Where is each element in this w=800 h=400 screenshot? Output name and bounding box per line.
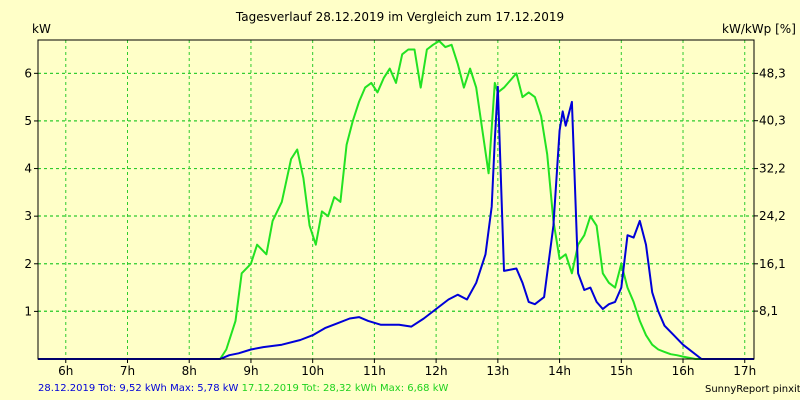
x-tick-label: 9h bbox=[243, 364, 258, 378]
y2-tick-label: 16,1 bbox=[759, 257, 786, 271]
x-tick-label: 7h bbox=[120, 364, 135, 378]
plot-frame bbox=[37, 39, 755, 360]
chart-title: Tagesverlauf 28.12.2019 im Vergleich zum… bbox=[235, 10, 565, 24]
x-tick-label: 15h bbox=[610, 364, 633, 378]
y-tick-label: 1 bbox=[24, 304, 32, 318]
series-line-green bbox=[38, 40, 754, 360]
x-axis: 6h 7h 8h 9h 10h 11h 12h 13h 14h 15h 16h 17h bbox=[58, 359, 756, 378]
y-axis-unit-right: kW/kWp [%] bbox=[722, 22, 796, 36]
x-tick-label: 10h bbox=[301, 364, 324, 378]
y-axis-right: 8,1 16,1 24,2 32,2 40,3 48,3 bbox=[754, 66, 786, 318]
x-tick-label: 13h bbox=[486, 364, 509, 378]
y-tick-label: 2 bbox=[24, 257, 32, 271]
y-axis-left: 1 2 3 4 5 6 bbox=[24, 66, 38, 318]
legend-green-series: 17.12.2019 Tot: 28,32 kWh Max: 6,68 kW bbox=[241, 383, 449, 394]
y2-tick-label: 32,2 bbox=[759, 162, 786, 176]
y-tick-label: 4 bbox=[24, 162, 32, 176]
grid bbox=[38, 40, 754, 359]
series-group bbox=[38, 40, 754, 360]
legend: 28.12.2019 Tot: 9,52 kWh Max: 5,78 kW 17… bbox=[38, 383, 448, 394]
x-tick-label: 16h bbox=[672, 364, 695, 378]
x-tick-label: 17h bbox=[733, 364, 756, 378]
x-tick-label: 12h bbox=[425, 364, 448, 378]
x-tick-label: 8h bbox=[182, 364, 197, 378]
y-tick-label: 6 bbox=[24, 66, 32, 80]
credit-text: SunnyReport pinxit bbox=[705, 384, 800, 395]
y2-tick-label: 48,3 bbox=[759, 66, 786, 80]
y-axis-unit-left: kW bbox=[32, 22, 51, 36]
y-tick-label: 5 bbox=[24, 114, 32, 128]
series-line-blue bbox=[38, 85, 754, 360]
legend-blue-series: 28.12.2019 Tot: 9,52 kWh Max: 5,78 kW bbox=[38, 383, 239, 394]
y-tick-label: 3 bbox=[24, 209, 32, 223]
y2-tick-label: 24,2 bbox=[759, 209, 786, 223]
y2-tick-label: 40,3 bbox=[759, 114, 786, 128]
x-tick-label: 11h bbox=[363, 364, 386, 378]
x-tick-label: 14h bbox=[548, 364, 571, 378]
x-tick-label: 6h bbox=[58, 364, 73, 378]
y2-tick-label: 8,1 bbox=[759, 304, 778, 318]
